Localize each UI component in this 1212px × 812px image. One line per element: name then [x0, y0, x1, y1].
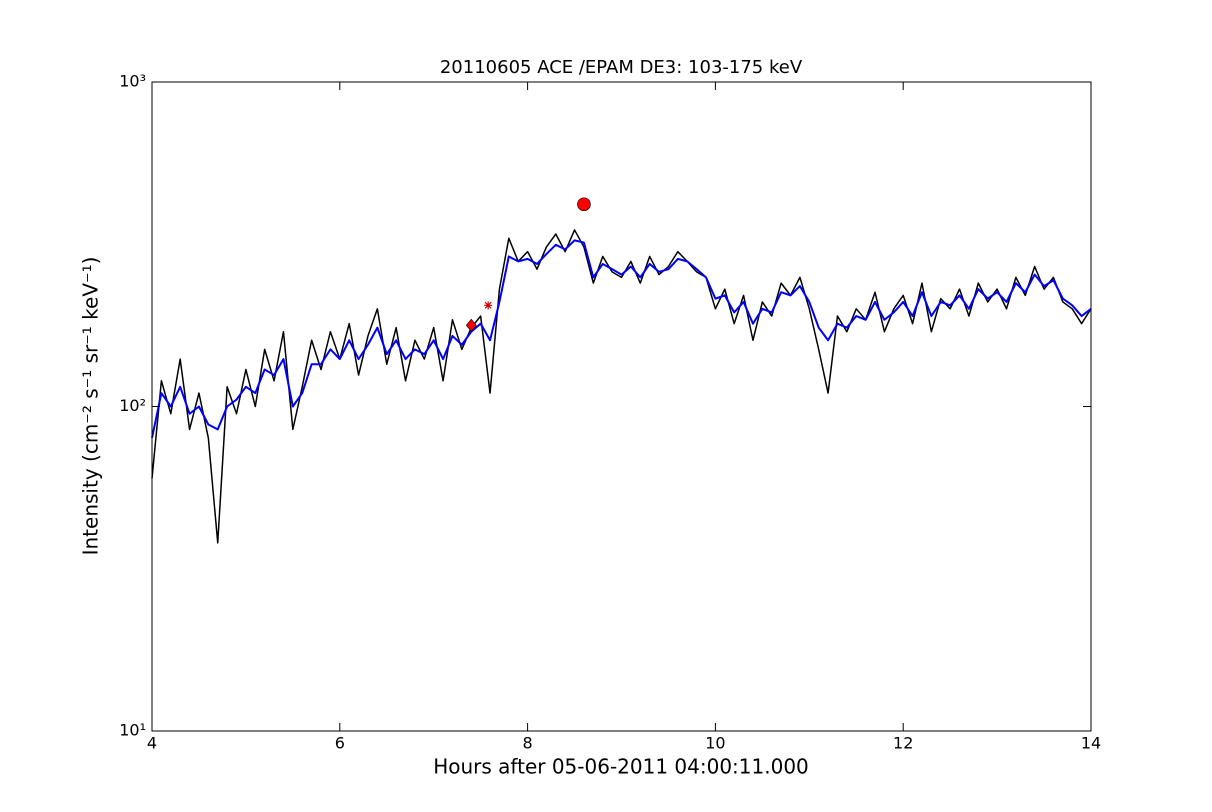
y-axis-label: Intensity (cm⁻² s⁻¹ sr⁻¹ keV⁻¹): [79, 257, 103, 556]
data-line: [151, 229, 1092, 544]
x-axis-label: Hours after 05-06-2011 04:00:11.000: [433, 755, 809, 779]
data-line: [151, 239, 1092, 439]
x-tick-label: 14: [1081, 734, 1101, 753]
x-tick-label: 10: [705, 734, 725, 753]
y-tick-label: 10³: [119, 72, 146, 91]
event-marker: [465, 318, 477, 332]
x-tick-label: 8: [523, 734, 533, 753]
chart-title: 20110605 ACE /EPAM DE3: 103-175 keV: [440, 57, 803, 78]
x-tick-label: 4: [147, 734, 157, 753]
event-marker: [577, 197, 591, 212]
x-tick-label: 6: [335, 734, 345, 753]
x-tick-label: 12: [893, 734, 913, 753]
y-tick-label: 10¹: [119, 721, 146, 740]
event-marker: [484, 301, 493, 310]
y-tick-label: 10²: [119, 396, 146, 415]
